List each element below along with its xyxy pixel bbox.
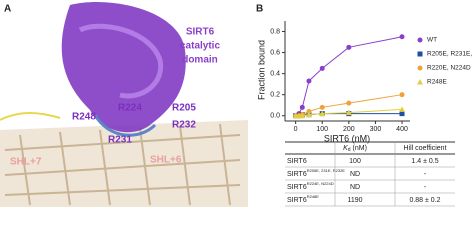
y-axis-label: Fraction bound bbox=[256, 40, 266, 100]
domain-title: catalytic bbox=[180, 41, 220, 52]
text-part: d bbox=[348, 147, 351, 153]
shl-label: SHL+6 bbox=[150, 155, 182, 166]
table-cell: - bbox=[424, 184, 427, 191]
x-tick-label: 100 bbox=[316, 126, 328, 133]
point bbox=[345, 109, 352, 116]
structure-render bbox=[0, 0, 248, 207]
shl-label: SHL+7 bbox=[10, 157, 42, 168]
panel-letter: B bbox=[256, 4, 263, 15]
point bbox=[399, 92, 405, 98]
point bbox=[319, 104, 325, 110]
x-tick-label: 200 bbox=[343, 126, 355, 133]
point bbox=[399, 34, 405, 40]
text-part: R224E, N224D bbox=[307, 181, 334, 186]
domain-title: domain bbox=[182, 55, 218, 66]
x-tick-label: 400 bbox=[396, 126, 408, 133]
residue-label: R231 bbox=[108, 135, 132, 146]
y-tick-label: 0.2 bbox=[270, 92, 280, 99]
table-cell: 100 bbox=[349, 158, 361, 165]
text-part: SIRT6 bbox=[287, 171, 307, 178]
table-cell: ND bbox=[350, 184, 360, 191]
x-axis-label: SIRT6 (nM) bbox=[324, 133, 370, 143]
table-cell: SIRT6R205E, 231E, R232E bbox=[287, 168, 345, 178]
legend-marker bbox=[417, 79, 423, 85]
table-cell: SIRT6R224E, N224D bbox=[287, 181, 334, 191]
y-tick-label: 0.8 bbox=[270, 28, 280, 35]
y-tick-label: 0.6 bbox=[270, 49, 280, 56]
table-cell: 1.4 ± 0.5 bbox=[411, 158, 438, 165]
residue-label: R248 bbox=[72, 112, 96, 123]
text-part: R248E bbox=[307, 194, 320, 199]
residue-label: R232 bbox=[172, 120, 196, 131]
point bbox=[299, 112, 306, 119]
point bbox=[305, 111, 312, 118]
point bbox=[319, 65, 325, 71]
page: {"panel_a": {"letter": "A", "title_lines… bbox=[0, 0, 474, 207]
panel-letter: A bbox=[4, 4, 11, 15]
point bbox=[346, 44, 352, 50]
table-header: Kd (nM) bbox=[343, 145, 367, 153]
x-tick-label: 300 bbox=[370, 126, 382, 133]
point bbox=[306, 78, 312, 84]
legend-label: R248E bbox=[427, 79, 448, 86]
point bbox=[399, 106, 406, 112]
text-part: (nM) bbox=[353, 145, 367, 152]
legend-label: R220E, N224D bbox=[427, 65, 471, 72]
point bbox=[319, 110, 326, 117]
text-part: SIRT6 bbox=[287, 184, 307, 191]
table-cell: SIRT6R248E bbox=[287, 194, 319, 204]
legend-label: R205E, R231E, R232E bbox=[427, 51, 474, 58]
point bbox=[399, 111, 405, 117]
table-cell: - bbox=[424, 171, 427, 178]
table-cell: 1190 bbox=[347, 197, 362, 204]
point bbox=[299, 104, 305, 110]
table-header: Hill coefficient bbox=[403, 145, 446, 152]
table-cell: SIRT6 bbox=[287, 158, 307, 165]
y-tick-label: 0.4 bbox=[270, 70, 280, 77]
point bbox=[346, 100, 352, 106]
table-cell: ND bbox=[350, 171, 360, 178]
x-tick-label: 0 bbox=[294, 126, 298, 133]
text-part: SIRT6 bbox=[287, 158, 307, 165]
figure: A SIRT6 catalytic domain R224 R205 R248 … bbox=[0, 0, 474, 207]
legend-marker bbox=[417, 37, 423, 43]
domain-title: SIRT6 bbox=[186, 27, 215, 38]
legend-marker bbox=[417, 51, 423, 57]
text-part: R205E, 231E, R232E bbox=[307, 168, 346, 173]
point bbox=[306, 109, 312, 115]
legend-label: WT bbox=[427, 37, 437, 44]
residue-label: R205 bbox=[172, 103, 196, 114]
y-tick-label: 0.0 bbox=[270, 113, 280, 120]
table-cell: 0.88 ± 0.2 bbox=[409, 197, 440, 204]
legend-marker bbox=[417, 65, 423, 71]
text-part: SIRT6 bbox=[287, 197, 307, 204]
text-part: K bbox=[343, 145, 348, 152]
residue-label: R224 bbox=[118, 103, 142, 114]
